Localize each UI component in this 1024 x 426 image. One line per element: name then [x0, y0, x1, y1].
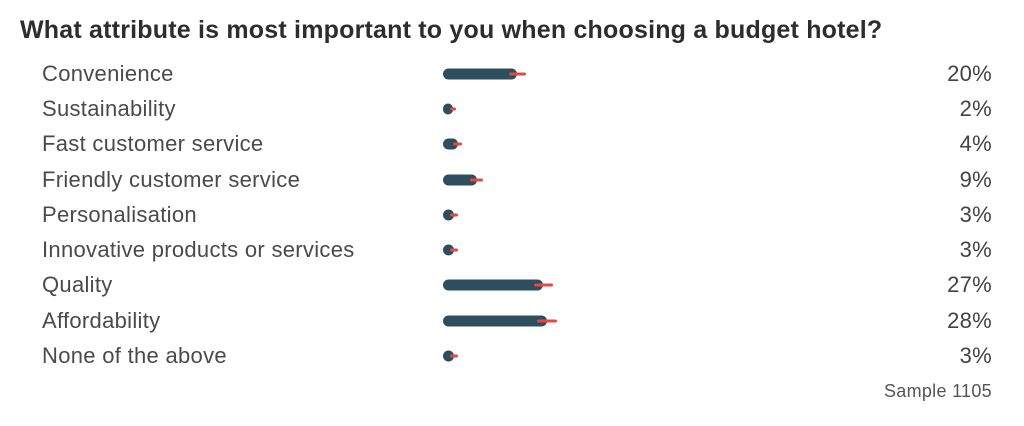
error-bar [450, 354, 458, 358]
chart-rows: Convenience 20% Sustainability 2% Fast custo… [0, 56, 1024, 374]
bar-track [443, 268, 922, 303]
category-label: Personalisation [42, 201, 197, 227]
value-label: 27% [947, 272, 992, 298]
chart-title: What attribute is most important to you … [20, 16, 883, 44]
category-label: None of the above [42, 343, 227, 369]
bar [443, 244, 455, 256]
value-label: 20% [947, 60, 992, 86]
sample-size-note: Sample 1105 [883, 380, 992, 401]
bar [443, 68, 518, 80]
value-label: 3% [959, 237, 992, 263]
category-label: Innovative products or services [42, 237, 355, 263]
chart-row: Fast customer service 4% [42, 127, 992, 162]
bar-track [443, 197, 922, 232]
error-bar [508, 72, 527, 76]
chart-row: Friendly customer service 9% [42, 162, 992, 197]
bar [443, 209, 455, 221]
chart-row: Personalisation 3% [42, 197, 992, 232]
value-label: 4% [959, 131, 992, 157]
chart-row: Innovative products or services 3% [42, 232, 992, 267]
error-bar [449, 107, 457, 111]
value-label: 2% [959, 95, 992, 121]
value-label: 9% [959, 166, 992, 192]
bar [443, 315, 548, 327]
chart-row: Convenience 20% [42, 56, 992, 91]
bar [443, 138, 458, 150]
bar-track [443, 91, 922, 126]
category-label: Affordability [42, 307, 161, 333]
category-label: Convenience [42, 60, 174, 86]
error-bar [450, 248, 458, 252]
category-label: Friendly customer service [42, 166, 301, 192]
error-bar [537, 319, 557, 323]
bar [443, 279, 544, 291]
bar-track [443, 303, 922, 338]
bar-track [443, 127, 922, 162]
chart-row: Sustainability 2% [42, 91, 992, 126]
value-label: 3% [959, 343, 992, 369]
error-bar [533, 283, 554, 287]
chart-row: Quality 27% [42, 268, 992, 303]
error-bar [453, 142, 463, 146]
value-label: 28% [947, 307, 992, 333]
chart-row: None of the above 3% [42, 338, 992, 373]
category-label: Quality [42, 272, 113, 298]
bar-track [443, 232, 922, 267]
bar [443, 350, 455, 362]
bar [443, 103, 453, 115]
bar-track [443, 338, 922, 373]
bar [443, 174, 477, 186]
error-bar [470, 178, 483, 182]
value-label: 3% [959, 201, 992, 227]
chart-row: Affordability 28% [42, 303, 992, 338]
error-bar [450, 213, 458, 217]
bar-track [443, 162, 922, 197]
category-label: Fast customer service [42, 131, 264, 157]
category-label: Sustainability [42, 95, 176, 121]
bar-track [443, 56, 922, 91]
